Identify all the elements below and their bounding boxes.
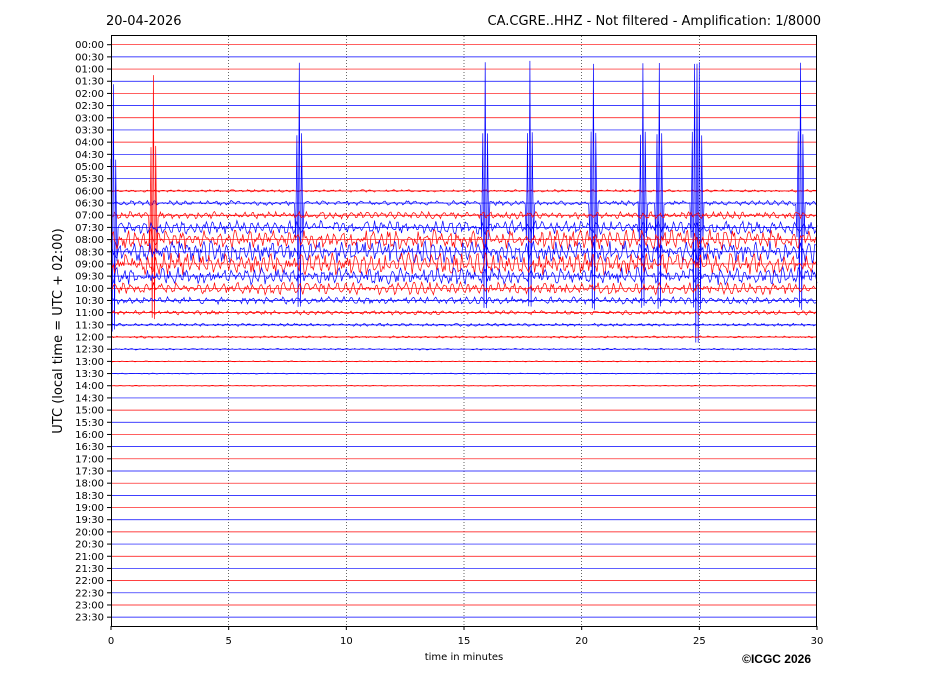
y-tick-label: 13:30: [75, 369, 104, 380]
y-tick-label: 01:00: [75, 65, 104, 76]
x-tick-label: 30: [811, 636, 824, 647]
y-tick-label: 20:30: [75, 540, 104, 551]
y-tick-label: 09:30: [75, 272, 104, 283]
trace-08:00: [110, 228, 818, 251]
trace-07:30: [110, 84, 818, 332]
y-tick-label: 06:30: [75, 199, 104, 210]
y-tick-label: 21:00: [75, 552, 104, 563]
y-tick-label: 12:30: [75, 345, 104, 356]
plot-frame: [111, 35, 817, 627]
trace-09:30: [110, 265, 818, 286]
y-tick-label: 14:00: [75, 381, 104, 392]
y-tick-label: 19:30: [75, 515, 104, 526]
trace-baselines: [111, 44, 817, 618]
y-tick-label: 08:00: [75, 235, 104, 246]
y-tick-label: 17:30: [75, 467, 104, 478]
y-tick-label: 17:00: [75, 454, 104, 465]
trace-12:30: [110, 348, 817, 351]
trace-11:00: [110, 309, 818, 316]
y-tick-label: 11:00: [75, 308, 104, 319]
y-tick-label: 07:30: [75, 223, 104, 234]
x-tick-label: 20: [575, 636, 588, 647]
y-tick-label: 04:30: [75, 150, 104, 161]
y-tick-label: 22:30: [75, 588, 104, 599]
y-tick-label: 05:00: [75, 162, 104, 173]
y-tick-label: 00:00: [75, 40, 104, 51]
trace-06:30: [111, 60, 818, 343]
y-tick-label: 10:30: [75, 296, 104, 307]
x-axis-label: time in minutes: [425, 652, 504, 663]
x-tick-label: 10: [340, 636, 353, 647]
y-tick-label: 14:30: [75, 393, 104, 404]
y-tick-label: 04:00: [75, 138, 104, 149]
trace-13:00: [110, 360, 818, 363]
x-tick-label: 25: [693, 636, 706, 647]
y-tick-label: 05:30: [75, 174, 104, 185]
trace-10:30: [110, 295, 818, 306]
y-tick-label: 20:00: [75, 527, 104, 538]
trace-13:30: [110, 372, 818, 375]
y-tick-label: 18:00: [75, 479, 104, 490]
trace-06:00: [110, 189, 818, 193]
station-title: CA.CGRE..HHZ - Not filtered - Amplificat…: [488, 14, 822, 29]
y-tick-label: 23:00: [75, 600, 104, 611]
trace-11:30: [110, 322, 818, 327]
vertical-gridlines: [228, 36, 700, 626]
y-tick-label: 13:00: [75, 357, 104, 368]
trace-12:00: [111, 335, 818, 339]
y-tick-label: 16:30: [75, 442, 104, 453]
y-tick-label: 00:30: [75, 52, 104, 63]
date-label: 20-04-2026: [106, 14, 182, 29]
y-tick-label: 08:30: [75, 247, 104, 258]
trace-08:30: [110, 239, 818, 265]
y-tick-label: 11:30: [75, 320, 104, 331]
y-tick-label: 15:30: [75, 418, 104, 429]
y-tick-label: 02:00: [75, 89, 104, 100]
y-tick-label: 03:00: [75, 113, 104, 124]
y-tick-label: 03:30: [75, 125, 104, 136]
y-tick-label: 23:30: [75, 613, 104, 624]
y-tick-label: 22:00: [75, 576, 104, 587]
y-tick-label: 02:30: [75, 101, 104, 112]
seismic-traces: [110, 60, 818, 387]
trace-07:00: [110, 75, 818, 320]
y-tick-label: 18:30: [75, 491, 104, 502]
y-tick-label: 10:00: [75, 284, 104, 295]
x-tick-label: 0: [108, 636, 114, 647]
y-axis-label: UTC (local time = UTC + 02:00): [51, 228, 66, 433]
copyright-label: ©ICGC 2026: [742, 652, 811, 666]
trace-14:00: [110, 385, 818, 387]
x-tick-labels: 0 5 10 15 20 25 30: [108, 626, 824, 647]
y-tick-label: 07:00: [75, 211, 104, 222]
x-tick-label: 5: [225, 636, 231, 647]
y-tick-label: 15:00: [75, 406, 104, 417]
y-tick-label: 19:00: [75, 503, 104, 514]
y-tick-label: 01:30: [75, 77, 104, 88]
y-tick-label: 06:00: [75, 186, 104, 197]
y-tick-label: 12:00: [75, 333, 104, 344]
trace-09:00: [110, 251, 818, 276]
y-tick-label: 16:00: [75, 430, 104, 441]
y-tick-label: 21:30: [75, 564, 104, 575]
x-tick-label: 15: [458, 636, 471, 647]
y-tick-label: 09:00: [75, 259, 104, 270]
trace-10:00: [110, 280, 818, 296]
